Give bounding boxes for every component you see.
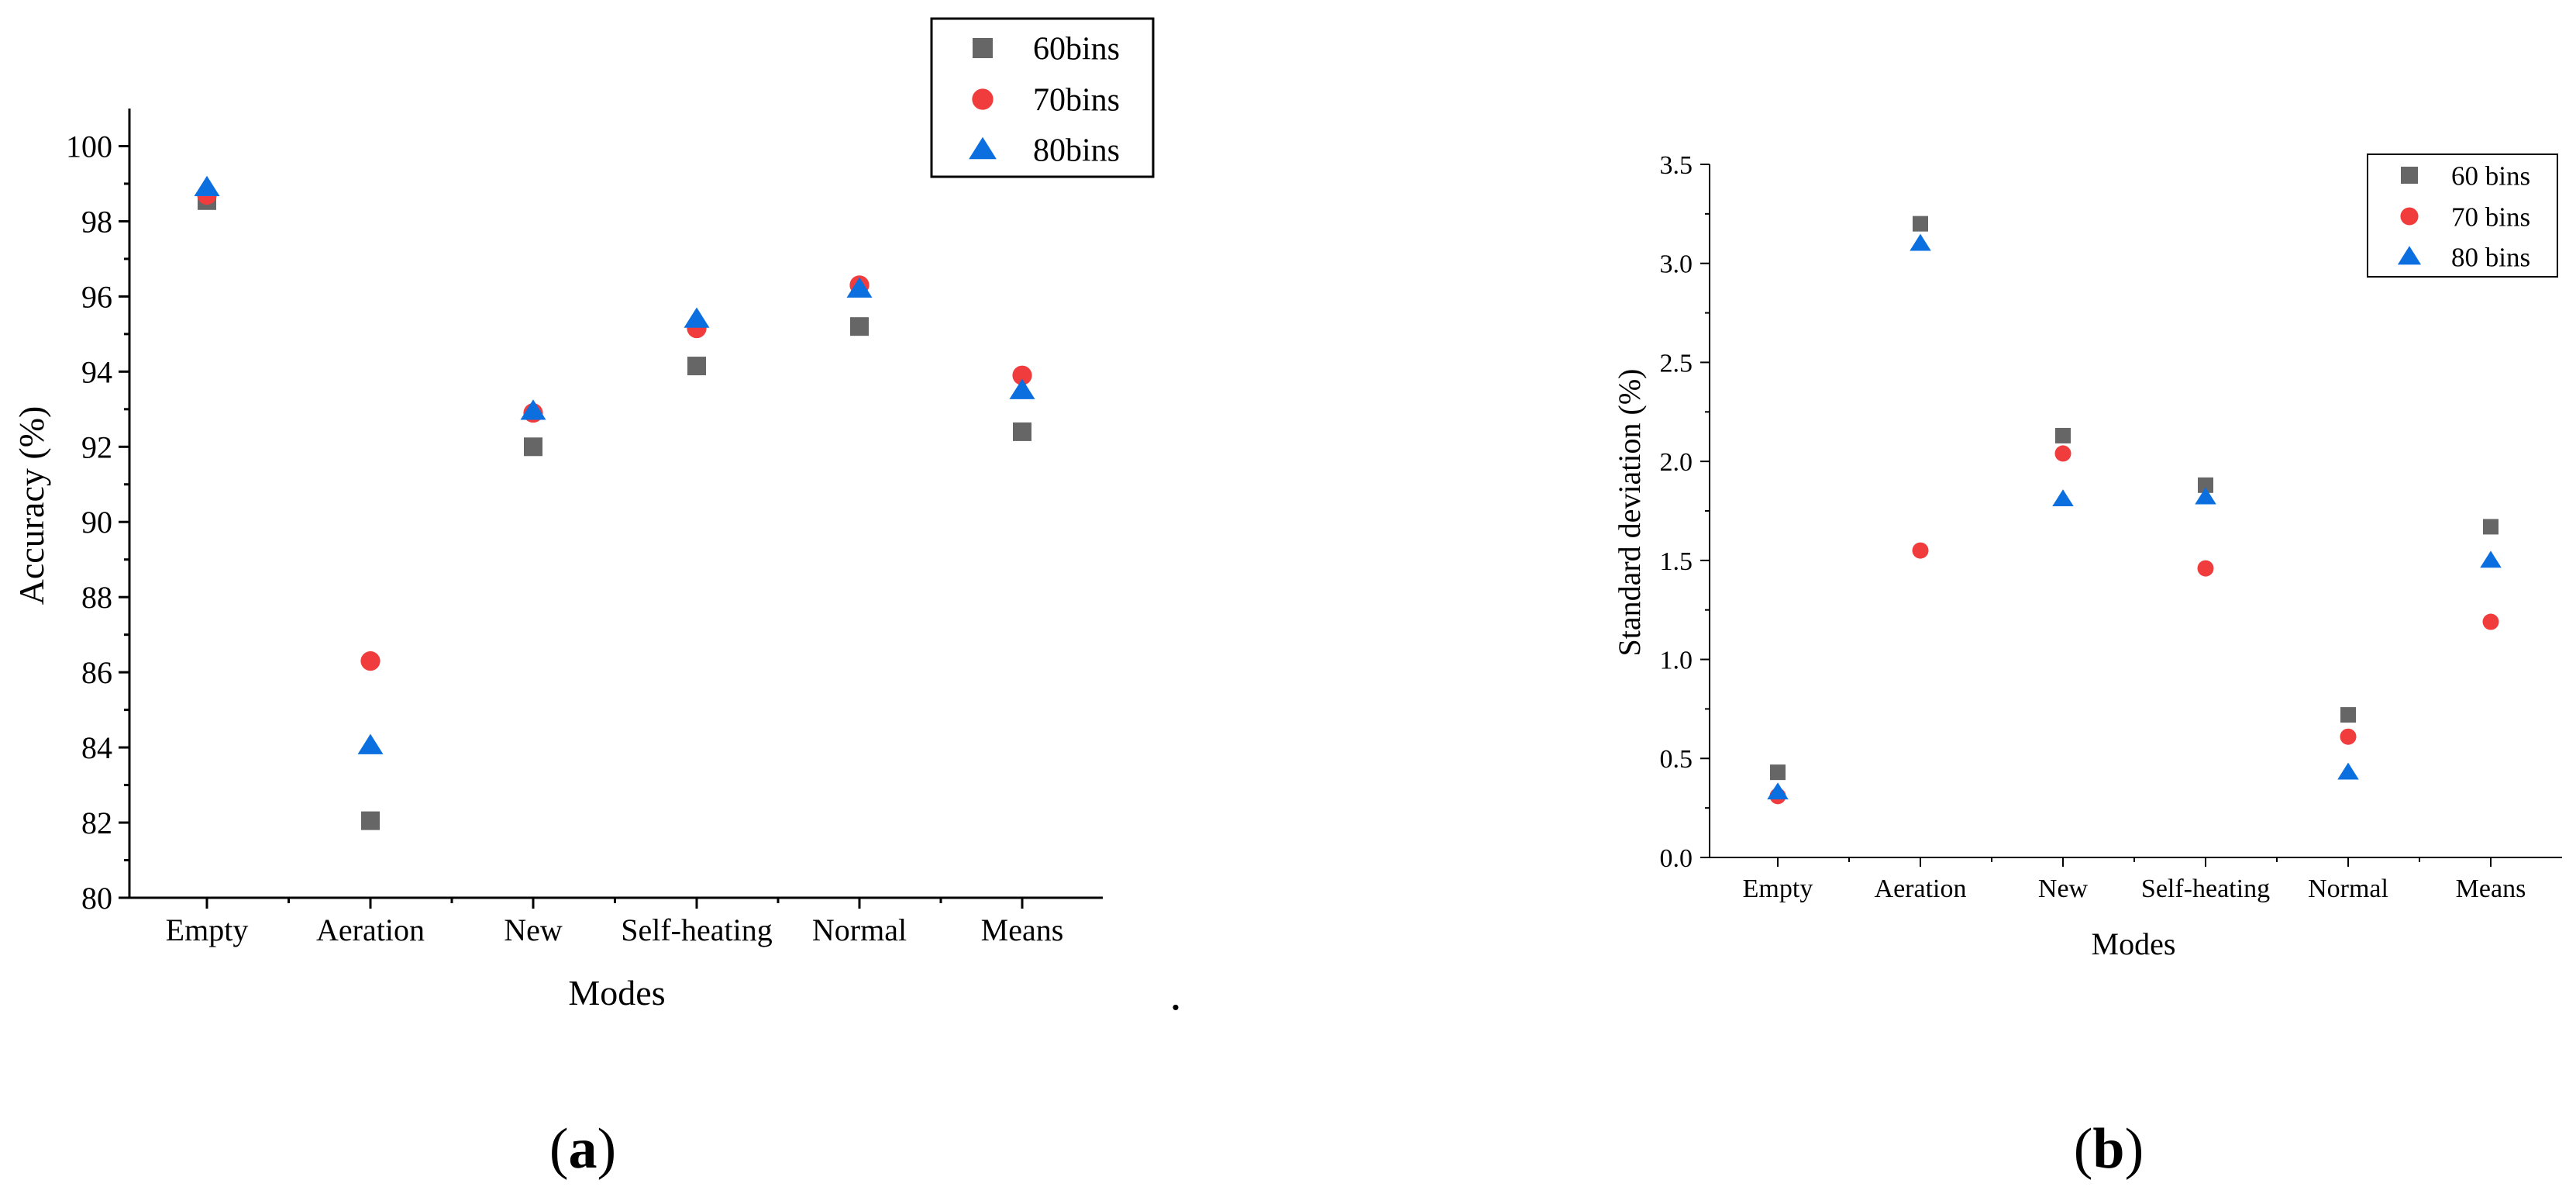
- x-tick-label: Self-heating: [621, 912, 773, 947]
- data-point-circle: [2197, 560, 2214, 577]
- chart-accuracy: Empty Aeration New Self-heating Normal Means …: [12, 17, 1155, 1013]
- chart-b-legend: 60 bins 70 bins 80 bins: [2367, 154, 2558, 278]
- data-point-triangle: [357, 733, 384, 754]
- legend-box: [2367, 154, 2558, 278]
- data-point-square: [2055, 427, 2071, 443]
- legend-label: 70 bins: [2451, 202, 2530, 232]
- data-point-circle: [2340, 728, 2357, 745]
- data-point-triangle: [2052, 489, 2074, 507]
- chart-b-y-ticks: 0.0 0.5 1.0 1.5 2.0 2.5 3.0 3.5: [1660, 151, 1710, 873]
- chart-a-axes: [128, 109, 1103, 899]
- chart-a-legend: 60bins 70bins 80bins: [930, 17, 1155, 178]
- y-tick-label: 3.0: [1660, 250, 1693, 279]
- y-tick-label: 0.0: [1660, 844, 1693, 873]
- y-tick-label: 0.5: [1660, 745, 1693, 774]
- data-point-square: [361, 811, 380, 830]
- data-point-triangle: [2337, 762, 2359, 780]
- stray-dot: .: [1170, 968, 1182, 1019]
- data-point-square: [1013, 422, 1031, 441]
- data-point-square: [850, 317, 869, 336]
- legend-marker-triangle: [969, 136, 997, 160]
- y-tick-label: 100: [66, 129, 112, 164]
- data-point-circle: [360, 651, 381, 671]
- y-tick-label: 92: [81, 430, 112, 464]
- chart-a-y-axis-title: Accuracy (%): [12, 406, 51, 605]
- data-point-square: [2483, 519, 2499, 535]
- y-tick-label: 3.5: [1660, 151, 1693, 180]
- chart-a-y-ticks: 80 82 84 86 88 90 92 94 96 98 100: [66, 129, 129, 916]
- y-tick-label: 94: [81, 354, 112, 389]
- data-point-triangle: [2195, 487, 2216, 505]
- data-point-circle: [2482, 613, 2499, 630]
- x-tick-label: Self-heating: [2141, 875, 2270, 903]
- legend-marker-circle: [972, 88, 994, 110]
- data-point-square: [2340, 707, 2356, 723]
- data-point-triangle: [2480, 550, 2502, 568]
- y-tick-label: 96: [81, 279, 112, 314]
- x-tick-label: Means: [2456, 875, 2526, 903]
- data-point-triangle: [520, 399, 546, 420]
- y-tick-label: 1.5: [1660, 547, 1693, 576]
- legend-marker-circle: [2400, 207, 2419, 226]
- x-tick-label: Empty: [166, 912, 249, 947]
- chart-b-markers: [1767, 216, 2502, 805]
- data-point-triangle: [1009, 378, 1035, 399]
- data-point-square: [1913, 216, 1928, 232]
- x-tick-label: Aeration: [1875, 875, 1967, 903]
- x-tick-label: Means: [981, 912, 1064, 947]
- data-point-circle: [2054, 445, 2071, 462]
- x-tick-label: Normal: [2308, 875, 2388, 903]
- y-tick-label: 2.0: [1660, 448, 1693, 477]
- data-point-triangle: [194, 175, 220, 197]
- data-point-square: [1770, 764, 1786, 781]
- data-point-triangle: [1910, 233, 1931, 251]
- chart-a-markers: [194, 175, 1035, 830]
- legend-marker-triangle: [2397, 246, 2422, 265]
- legend-marker-square: [973, 38, 993, 58]
- chart-b-x-ticks: Empty Aeration New Self-heating Normal Means: [1743, 857, 2526, 903]
- chart-b-x-axis-title: Modes: [2092, 926, 2176, 961]
- data-point-triangle: [684, 307, 710, 328]
- y-tick-label: 90: [81, 505, 112, 540]
- data-point-square: [2198, 477, 2213, 493]
- y-tick-label: 98: [81, 204, 112, 239]
- panel-label-b: (b): [2074, 1117, 2144, 1181]
- panel-label-a: (a): [549, 1117, 616, 1181]
- data-point-square: [524, 437, 542, 457]
- legend-label: 70bins: [1033, 83, 1120, 119]
- data-point-triangle: [846, 277, 873, 298]
- x-tick-label: Normal: [812, 912, 907, 947]
- y-tick-label: 84: [81, 730, 112, 765]
- chart-a-x-axis-title: Modes: [568, 973, 665, 1013]
- y-tick-label: 88: [81, 580, 112, 615]
- y-tick-label: 1.0: [1660, 646, 1693, 674]
- x-tick-label: New: [2038, 875, 2089, 903]
- legend-box: [930, 17, 1155, 178]
- legend-label: 80bins: [1033, 133, 1120, 169]
- y-tick-label: 80: [81, 881, 112, 916]
- legend-label: 80 bins: [2451, 242, 2530, 272]
- chart-b-y-axis-title: Standard deviation (%): [1612, 369, 1647, 657]
- legend-marker-square: [2401, 167, 2418, 184]
- legend-label: 60bins: [1033, 32, 1120, 67]
- chart-a-x-ticks: Empty Aeration New Self-heating Normal Means: [166, 898, 1064, 947]
- data-point-triangle: [1767, 782, 1789, 800]
- data-point-circle: [1912, 542, 1929, 559]
- x-tick-label: Empty: [1743, 875, 1813, 903]
- x-tick-label: Aeration: [316, 912, 425, 947]
- y-tick-label: 82: [81, 806, 112, 840]
- data-point-square: [687, 357, 706, 376]
- chart-std-deviation: Empty Aeration New Self-heating Normal Means …: [1612, 151, 2562, 961]
- legend-label: 60 bins: [2451, 160, 2530, 191]
- y-tick-label: 86: [81, 655, 112, 690]
- x-tick-label: New: [504, 912, 563, 947]
- y-tick-label: 2.5: [1660, 349, 1693, 378]
- data-point-circle: [1012, 365, 1032, 385]
